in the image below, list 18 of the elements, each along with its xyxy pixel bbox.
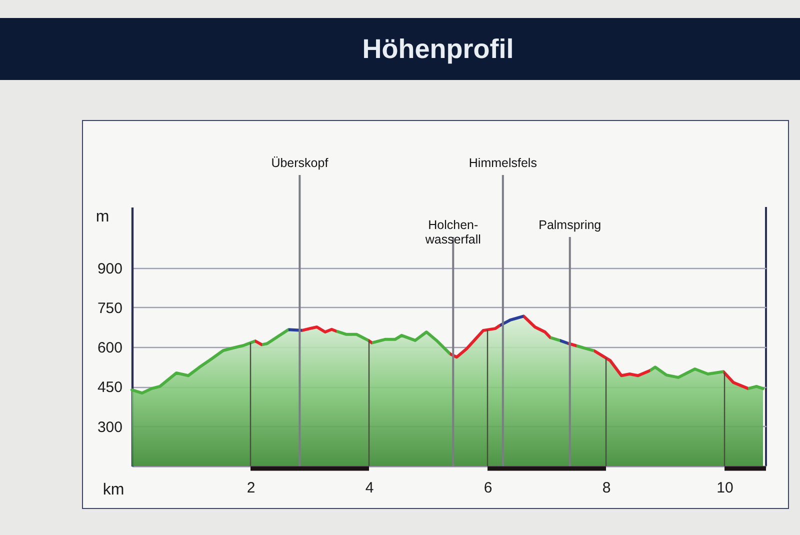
ref-line-label: Palmspring — [538, 218, 602, 232]
ref-line-label: Himmelsfels — [468, 156, 537, 170]
y-tick-label: 300 — [97, 418, 122, 436]
header-banner: Höhenprofil — [0, 18, 800, 80]
y-tick-label: 900 — [97, 260, 122, 278]
y-axis-title: m — [96, 208, 110, 226]
x-tick-label: 6 — [484, 480, 492, 496]
x-tick-label: 2 — [246, 480, 256, 496]
ref-line-label: Holchen- wasserfall — [424, 218, 481, 246]
chart-title: Höhenprofil — [361, 33, 515, 66]
x-tick-label: 10 — [716, 480, 734, 496]
x-tick-label: 8 — [602, 480, 611, 496]
y-tick-label: 450 — [97, 379, 122, 396]
ref-line-label: Überskopf — [271, 156, 329, 170]
y-tick-label: 750 — [97, 300, 122, 317]
x-axis-title: km — [102, 482, 124, 498]
y-tick-label: 600 — [97, 340, 122, 357]
x-tick-label: 4 — [365, 480, 374, 496]
